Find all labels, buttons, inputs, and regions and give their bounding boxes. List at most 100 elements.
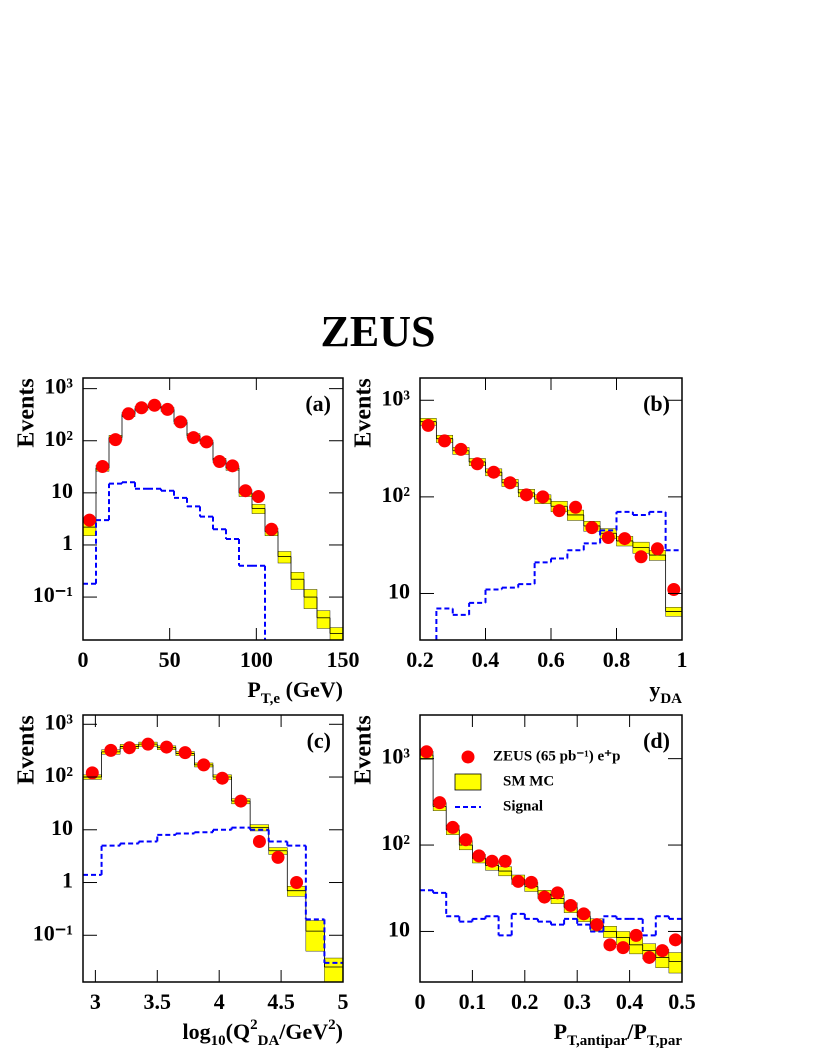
panel: 0 0.1 0.2 0.3 0.4 0.5 10 10² 10³ (d) Events PT,anti… [351, 714, 696, 1049]
y-tick-label: 10³ [44, 709, 73, 734]
panel-label: (b) [643, 391, 670, 416]
data-point [160, 740, 174, 754]
panel-label: (d) [643, 728, 670, 753]
y-tick-label: 10 [51, 478, 73, 503]
y-axis-label: Events [14, 378, 40, 447]
data-point [252, 490, 265, 504]
data-point [226, 459, 239, 473]
x-axis-label-part: T,e [261, 691, 281, 707]
x-tick-label: 1 [677, 647, 688, 672]
panel: 0 50 100 150 10⁻¹ 1 10 10² 10³ (a) Events PT,e (GeV… [14, 374, 360, 708]
data-point [109, 433, 122, 447]
x-tick-label: 3.5 [144, 989, 172, 1014]
data-point [667, 582, 681, 596]
x-axis-label-part: DA [660, 691, 682, 707]
frame [419, 714, 683, 983]
x-tick-label: 150 [327, 647, 360, 672]
data-point [187, 431, 200, 445]
data-point [148, 398, 161, 412]
data-point [498, 854, 512, 868]
legend-label: ZEUS (65 pb⁻¹) e⁺p [493, 748, 620, 764]
x-tick-label: 0.6 [537, 647, 565, 672]
y-tick-label: 1 [62, 868, 73, 893]
y-tick-label: 10 [388, 579, 410, 604]
data-point [459, 833, 473, 847]
data-point [271, 850, 285, 864]
x-tick-label: 0.4 [472, 647, 500, 672]
mc-band [324, 957, 343, 982]
data-point [174, 415, 187, 429]
mc-band [603, 926, 617, 938]
marks [83, 737, 343, 982]
x-tick-label: 0 [415, 989, 426, 1014]
legend-marker [454, 773, 482, 791]
panel: 0.2 0.4 0.6 0.8 1 10 10² 10³ (b) Events yDA [351, 377, 688, 707]
data-point [135, 401, 148, 415]
data-point [536, 490, 550, 504]
legend-label: Signal [503, 798, 543, 814]
marks [420, 745, 682, 982]
data-point [511, 874, 525, 888]
mc-band [290, 572, 305, 590]
x-axis-label-part: DA [258, 1033, 280, 1049]
data-point [603, 938, 617, 952]
x-axis-label-part: T,par [647, 1033, 682, 1049]
data-point [524, 875, 538, 889]
x-axis-label-part: (GeV) [280, 677, 343, 702]
x-axis-label-part: 10 [211, 1033, 226, 1049]
x-tick-label: 0.4 [616, 989, 644, 1014]
data-point [585, 521, 599, 535]
x-axis-label-part: (Q [226, 1019, 250, 1044]
mc-band [316, 610, 331, 629]
data-point [454, 442, 468, 456]
mc-band [305, 920, 325, 952]
panel-label: (c) [307, 728, 331, 753]
data-point [433, 796, 447, 810]
data-point [234, 794, 248, 808]
y-tick-label: 10³ [44, 374, 73, 399]
data-point [470, 457, 484, 471]
data-point [420, 745, 434, 759]
x-axis-label-part: y [649, 677, 660, 702]
y-tick-label: 10² [381, 830, 410, 855]
data-point [213, 454, 226, 468]
y-tick-label: 10⁻¹ [33, 582, 73, 607]
x-axis-label-part: ) [336, 1019, 343, 1044]
x-axis-label: PT,e (GeV) [247, 677, 343, 707]
figure-title: ZEUS [321, 307, 436, 356]
mc-band [303, 589, 318, 609]
mc-band [277, 551, 292, 564]
data-point [141, 737, 155, 751]
x-tick-label: 0.3 [563, 989, 591, 1014]
data-point [487, 465, 501, 479]
y-tick-label: 1 [62, 530, 73, 555]
mc-band [668, 952, 682, 974]
x-tick-label: 0.5 [668, 989, 696, 1014]
data-point [421, 418, 435, 432]
data-point [503, 476, 517, 490]
data-point [642, 950, 656, 964]
x-axis-label: yDA [649, 677, 682, 707]
frame [82, 714, 344, 983]
data-point [650, 542, 664, 556]
x-tick-label: 4.5 [267, 989, 295, 1014]
x-tick-label: 0.2 [406, 647, 434, 672]
x-axis-label-part: /GeV [278, 1019, 328, 1044]
data-point [122, 407, 135, 421]
data-point [634, 550, 648, 564]
marks [83, 398, 343, 640]
data-point [122, 741, 136, 755]
panel: 3 3.5 4 4.5 510⁻¹11010²10³(c)Eventslog10(Q2D… [14, 709, 349, 1049]
data-point [178, 746, 192, 760]
y-tick-label: 10³ [381, 744, 410, 769]
data-point [197, 758, 211, 772]
marks [420, 418, 682, 640]
x-tick-label: 0 [78, 647, 89, 672]
data-point [446, 820, 460, 834]
data-point [161, 402, 174, 416]
data-point [290, 876, 304, 890]
x-tick-label: 4 [214, 989, 225, 1014]
data-point [537, 890, 551, 904]
data-point [590, 918, 604, 932]
x-tick-label: 5 [338, 989, 349, 1014]
